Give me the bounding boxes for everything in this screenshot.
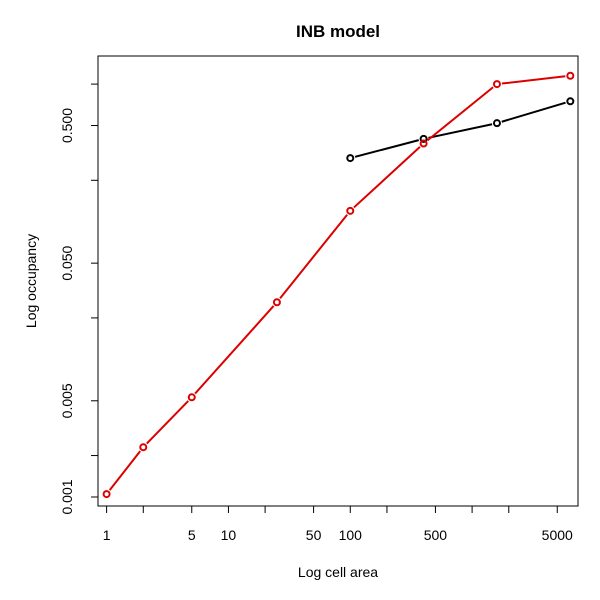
series-line-segment (108, 450, 141, 491)
series-line-segment (354, 139, 420, 158)
data-point (419, 139, 428, 148)
y-tick-label: 0.500 (59, 108, 75, 143)
data-point (566, 97, 575, 106)
x-tick-label: 1 (103, 527, 111, 543)
series-line-segment (353, 146, 421, 209)
plot-area-frame (97, 55, 579, 507)
data-point (566, 71, 575, 80)
series-line-segment (428, 123, 493, 139)
x-tick-label: 10 (221, 527, 237, 543)
series-line-segment (146, 400, 189, 445)
data-point (139, 443, 148, 452)
data-point (492, 80, 501, 89)
y-axis-label: Log occupancy (23, 234, 39, 328)
data-point (419, 134, 428, 143)
series-line-segment (501, 75, 566, 85)
x-axis: 1 5 10 50 100 500 5000 (103, 506, 573, 543)
data-point (102, 490, 111, 499)
series-layer (102, 71, 575, 499)
x-tick-label: 100 (339, 527, 363, 543)
series-line-segment (279, 214, 348, 299)
series-1 (346, 97, 575, 163)
series-line-segment (194, 305, 275, 395)
data-point (346, 154, 355, 163)
x-tick-label: 500 (424, 527, 448, 543)
y-tick-label: 0.005 (59, 383, 75, 418)
data-point (346, 206, 355, 215)
data-point (272, 298, 281, 307)
y-tick-label: 0.001 (59, 479, 75, 514)
series-line-segment (501, 101, 566, 123)
data-point (492, 119, 501, 128)
y-axis: 0.001 0.005 0.050 0.500 (59, 83, 98, 515)
x-tick-label: 5 (188, 527, 196, 543)
series-line-segment (426, 86, 494, 142)
x-tick-label: 50 (306, 527, 322, 543)
series-2 (102, 71, 575, 499)
x-axis-label: Log cell area (298, 564, 378, 580)
y-tick-label: 0.050 (59, 245, 75, 280)
x-tick-label: 5000 (542, 527, 573, 543)
data-point (187, 393, 196, 402)
chart-title: INB model (296, 22, 380, 41)
